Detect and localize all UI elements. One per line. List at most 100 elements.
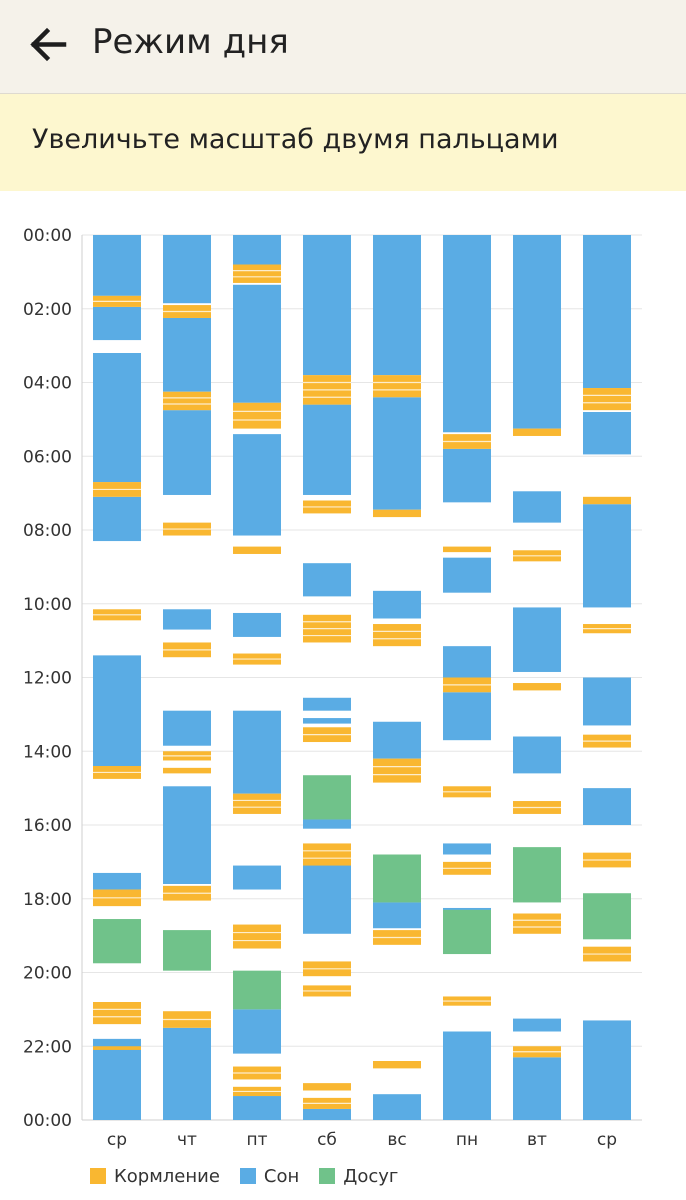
legend-item-feeding: Кормление (90, 1166, 220, 1187)
feeding-bar (93, 1002, 141, 1025)
legend-label: Сон (263, 1165, 300, 1187)
feeding-bar (93, 1046, 141, 1050)
sleep-bar (583, 504, 631, 608)
feeding-bar (513, 428, 561, 436)
x-tick-label: ср (107, 1130, 127, 1150)
sleep-bar (303, 404, 351, 495)
leisure-bar (513, 847, 561, 903)
zoom-hint-banner: Увеличьте масштаб двумя пальцами (0, 94, 686, 191)
legend-swatch (239, 1168, 256, 1184)
y-tick-label: 14:00 (23, 742, 72, 762)
sleep-bar (443, 692, 491, 741)
sleep-bar (373, 721, 421, 759)
sleep-bar (233, 235, 281, 265)
x-tick-label: ср (597, 1130, 617, 1150)
y-tick-label: 20:00 (23, 964, 72, 984)
legend-item-sleep: Сон (239, 1165, 300, 1187)
sleep-bar (93, 1038, 141, 1120)
feeding-bar (373, 758, 421, 783)
feeding-bar (163, 391, 211, 411)
leisure-bar (303, 775, 351, 820)
sleep-bar (583, 677, 631, 726)
x-tick-label: вт (527, 1130, 547, 1150)
sleep-bar (373, 235, 421, 376)
sleep-bar (163, 710, 211, 746)
sleep-bar (443, 646, 491, 678)
sleep-bar (93, 655, 141, 766)
sleep-bar (303, 235, 351, 376)
y-tick-label: 10:00 (23, 595, 72, 615)
y-tick-label: 06:00 (23, 447, 72, 467)
sleep-bar (443, 557, 491, 593)
feeding-bar (583, 388, 631, 411)
sleep-bar (303, 718, 351, 724)
sleep-bar (303, 819, 351, 829)
sleep-bar (513, 607, 561, 672)
daily-routine-chart[interactable]: 00:00 02:00 04:00 06:00 08:00 10:00 12:00 14:00… (0, 191, 686, 1200)
feeding-bar (233, 546, 281, 554)
feeding-bar (373, 509, 421, 518)
sleep-bar (233, 284, 281, 403)
y-tick-label: 02:00 (23, 300, 72, 320)
feeding-bar (233, 793, 281, 814)
legend-swatch (319, 1168, 336, 1184)
x-tick-label: пт (246, 1130, 267, 1150)
sleep-bar (443, 235, 491, 433)
y-tick-label: 00:00 (23, 226, 72, 246)
sleep-bar (233, 434, 281, 536)
feeding-bar (583, 496, 631, 505)
leisure-bar (583, 893, 631, 940)
sleep-bar (233, 710, 281, 794)
zoom-hint-text: Увеличьте масштаб двумя пальцами (32, 124, 559, 155)
sleep-bar (163, 786, 211, 884)
leisure-bar (233, 970, 281, 1010)
sleep-bar (233, 1009, 281, 1054)
sleep-bar (303, 563, 351, 597)
leisure-bar (93, 919, 141, 964)
x-tick-label: сб (317, 1130, 337, 1150)
y-tick-label: 22:00 (23, 1037, 72, 1057)
sleep-bar (163, 317, 211, 392)
sleep-bar (93, 235, 141, 296)
sleep-bar (513, 736, 561, 774)
arrow-left-icon (30, 27, 67, 62)
sleep-bar (233, 865, 281, 890)
legend-label: Кормление (114, 1165, 220, 1187)
app-bar: Режим дня (0, 0, 686, 94)
sleep-bar (513, 1018, 561, 1032)
back-button[interactable] (18, 18, 74, 74)
sleep-bar (233, 1096, 281, 1120)
sleep-bar (373, 397, 421, 510)
feeding-bar (443, 546, 491, 553)
sleep-bar (443, 907, 491, 910)
page-title: Режим дня (92, 22, 289, 62)
sleep-bar (93, 872, 141, 890)
feeding-bar (303, 843, 351, 866)
sleep-bar (513, 1057, 561, 1120)
y-tick-label: 08:00 (23, 521, 72, 541)
sleep-bar (513, 235, 561, 429)
sleep-bar (373, 590, 421, 619)
leisure-bar (373, 854, 421, 903)
sleep-bar (583, 788, 631, 825)
y-tick-label: 00:00 (23, 1111, 72, 1131)
legend-item-leisure: Досуг (319, 1166, 398, 1187)
feeding-bar (233, 264, 281, 283)
sleep-bar (163, 609, 211, 630)
sleep-bar (513, 491, 561, 523)
feeding-bar (513, 913, 561, 934)
sleep-bar (303, 697, 351, 711)
sleep-bar (583, 1020, 631, 1120)
y-tick-label: 04:00 (23, 374, 72, 394)
x-tick-label: чт (177, 1130, 197, 1150)
x-tick-label: вс (387, 1130, 406, 1150)
sleep-bar (583, 412, 631, 455)
legend-label: Досуг (343, 1165, 399, 1187)
leisure-bar (163, 930, 211, 971)
feeding-bar (163, 767, 211, 774)
sleep-bar (443, 1031, 491, 1120)
sleep-bar (443, 843, 491, 855)
feeding-bar (513, 683, 561, 691)
x-tick-label: пн (456, 1130, 478, 1150)
sleep-bar (583, 235, 631, 389)
